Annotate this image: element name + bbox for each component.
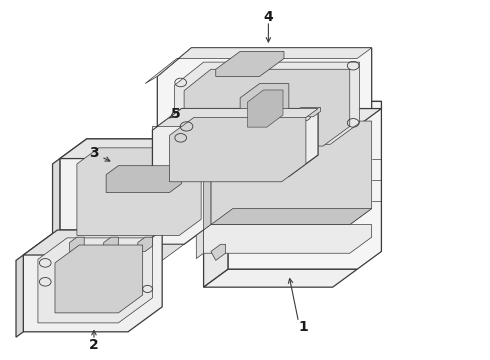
Polygon shape	[77, 148, 201, 235]
Polygon shape	[196, 230, 203, 258]
Polygon shape	[240, 84, 289, 125]
Polygon shape	[211, 244, 225, 260]
Polygon shape	[24, 230, 162, 255]
Polygon shape	[152, 137, 338, 141]
Polygon shape	[24, 230, 162, 332]
Polygon shape	[70, 237, 84, 251]
Polygon shape	[216, 51, 284, 76]
Polygon shape	[38, 238, 152, 323]
Text: 1: 1	[298, 320, 308, 334]
Polygon shape	[52, 158, 60, 249]
Text: 2: 2	[89, 338, 99, 352]
Polygon shape	[247, 90, 283, 127]
Polygon shape	[33, 244, 184, 264]
Polygon shape	[106, 166, 182, 193]
Polygon shape	[203, 225, 372, 253]
Polygon shape	[174, 62, 360, 144]
Polygon shape	[157, 48, 372, 137]
Polygon shape	[104, 237, 118, 251]
Polygon shape	[211, 208, 372, 225]
Polygon shape	[228, 102, 381, 269]
Polygon shape	[203, 109, 381, 126]
Polygon shape	[203, 109, 228, 287]
Polygon shape	[203, 102, 381, 126]
Polygon shape	[152, 109, 318, 176]
Polygon shape	[203, 269, 357, 287]
Polygon shape	[184, 69, 350, 146]
Polygon shape	[294, 108, 320, 117]
Text: 4: 4	[264, 10, 273, 24]
Polygon shape	[16, 255, 24, 337]
Polygon shape	[60, 139, 211, 244]
Polygon shape	[60, 139, 211, 158]
Polygon shape	[184, 139, 211, 167]
Text: 5: 5	[171, 107, 181, 121]
Polygon shape	[145, 48, 372, 84]
Polygon shape	[138, 237, 152, 251]
Polygon shape	[170, 117, 306, 182]
Polygon shape	[152, 109, 318, 130]
Polygon shape	[211, 121, 372, 225]
Text: 3: 3	[89, 146, 99, 160]
Polygon shape	[55, 245, 143, 313]
Polygon shape	[203, 137, 211, 230]
